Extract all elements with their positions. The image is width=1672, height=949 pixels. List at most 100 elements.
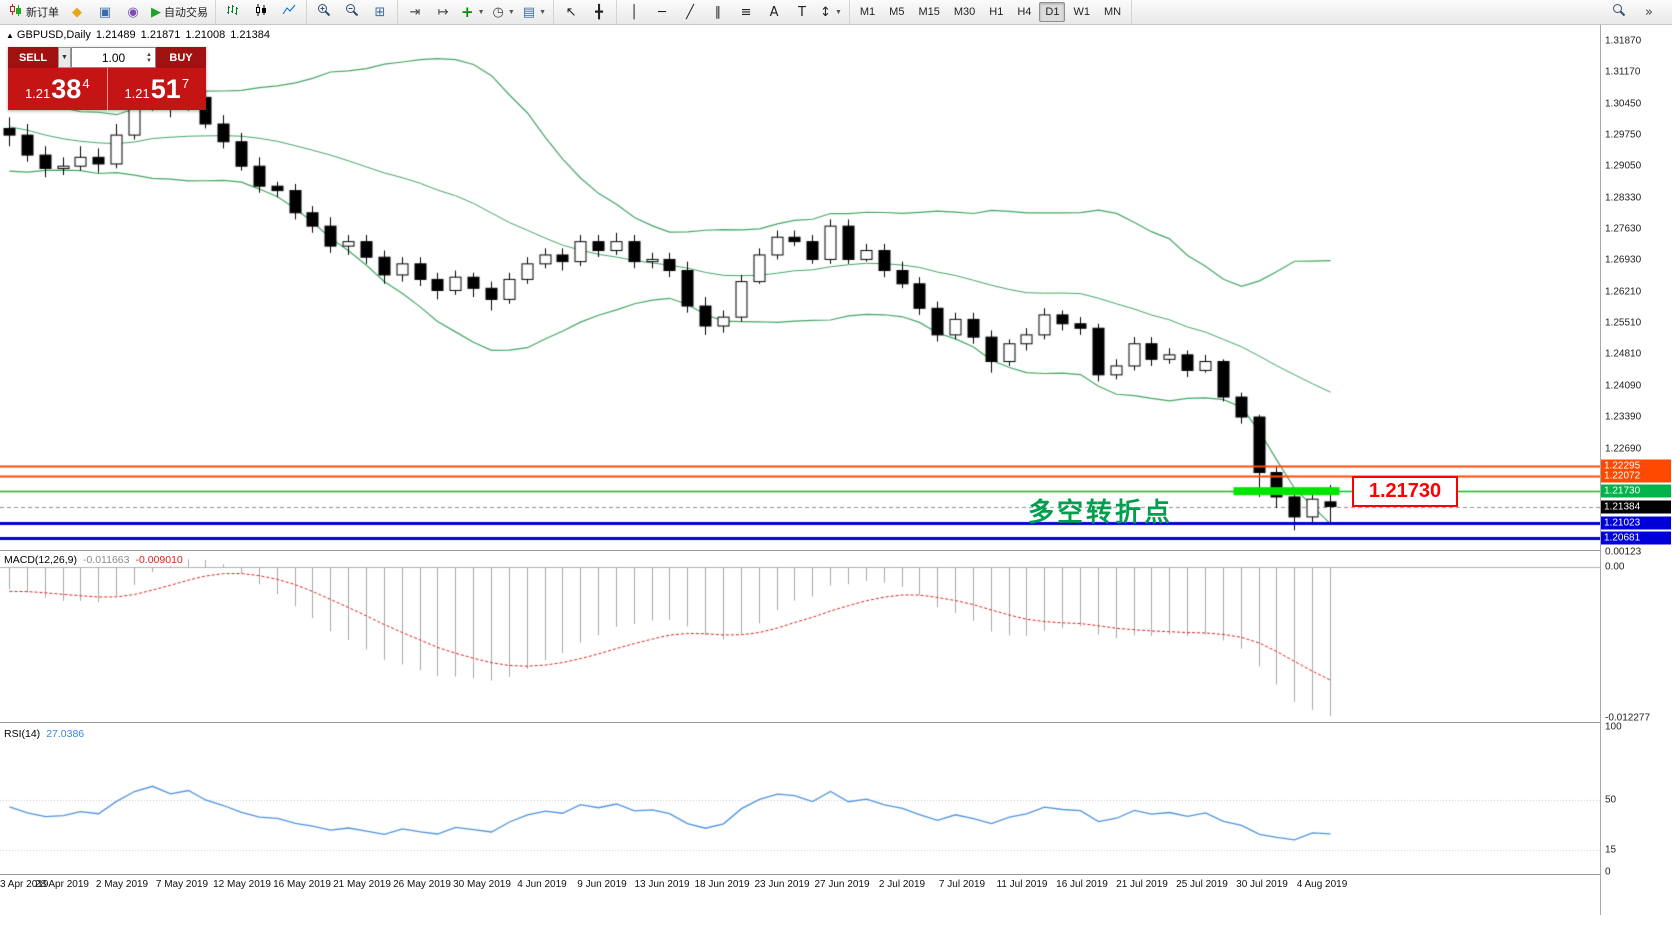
- zoom-group: ⊞: [307, 0, 398, 24]
- date-label: 16 May 2019: [273, 879, 331, 890]
- macd-name: MACD(12,26,9): [4, 554, 77, 566]
- fibonacci-icon: ≡: [740, 4, 752, 20]
- zoomout-icon: [345, 3, 359, 22]
- macd-axis-label: 0.00123: [1605, 546, 1642, 558]
- zoom-in-button[interactable]: [311, 1, 337, 23]
- rsi-name: RSI(14): [4, 728, 41, 740]
- horizontal-line-icon: ─: [658, 4, 666, 20]
- autotrading-button[interactable]: ▶ 自动交易: [148, 1, 211, 23]
- timeframe-m1-button[interactable]: M1: [859, 6, 876, 18]
- trendline-button[interactable]: ╱: [677, 1, 703, 23]
- volume-value: 1.00: [101, 50, 126, 65]
- price-tag: 1.20681: [1601, 531, 1671, 545]
- bid-prefix: 1.21: [24, 86, 51, 101]
- pane-divider[interactable]: [0, 550, 1672, 551]
- search-button[interactable]: [1606, 1, 1632, 23]
- collapse-icon[interactable]: ▲: [6, 31, 14, 40]
- vertical-line-button[interactable]: │: [621, 1, 647, 23]
- price-tick-label: 1.23390: [1605, 411, 1642, 423]
- date-label: 11 Jul 2019: [996, 879, 1048, 890]
- templates-icon: ▤: [522, 4, 536, 20]
- volume-dropdown-icon[interactable]: ▼: [58, 47, 71, 68]
- price-tag: 1.21384: [1601, 500, 1671, 514]
- timeframe-group: M1 M5 M15 M30 H1 H4 D1 W1 MN: [850, 0, 1133, 24]
- horizontal-line-button[interactable]: ─: [649, 1, 675, 23]
- auto-scroll-button[interactable]: ⇥: [402, 1, 428, 23]
- sell-price-display[interactable]: 1.21 38 4: [8, 68, 107, 110]
- line-chart-button[interactable]: [276, 1, 302, 23]
- price-tick-label: 1.26210: [1605, 286, 1642, 298]
- candles-icon: [254, 3, 268, 22]
- turning-point-annotation: 多空转折点: [1028, 497, 1174, 527]
- autotrading-icon: ▶: [151, 4, 161, 20]
- more-button[interactable]: »: [1636, 1, 1662, 23]
- periods-icon: ◷: [492, 4, 504, 20]
- chart-canvas[interactable]: [0, 25, 1600, 893]
- text-icon: A: [769, 4, 779, 20]
- buy-button[interactable]: BUY: [156, 47, 206, 68]
- templates-button[interactable]: ▤ ▼: [520, 1, 549, 23]
- price-tag: 1.22072: [1601, 469, 1671, 483]
- zoom-out-button[interactable]: [339, 1, 365, 23]
- date-label: 21 May 2019: [333, 879, 391, 890]
- date-label: 18 Jun 2019: [694, 879, 750, 890]
- timeframe-d1-button[interactable]: D1: [1039, 2, 1066, 22]
- fibonacci-button[interactable]: ≡: [733, 1, 759, 23]
- timeframe-w1-button[interactable]: W1: [1073, 6, 1090, 18]
- time-axis[interactable]: 3 Apr 2019 28 Apr 2019 2 May 2019 7 May 201…: [0, 879, 1600, 894]
- navigator-button[interactable]: ◉: [120, 1, 146, 23]
- date-label: 16 Jul 2019: [1056, 879, 1108, 890]
- chevron-down-icon[interactable]: ▼: [477, 8, 485, 16]
- cursor-button[interactable]: ↖: [558, 1, 584, 23]
- pane-divider[interactable]: [0, 722, 1672, 723]
- one-click-trading-panel: SELL ▼ 1.00 ▲ ▼ BUY 1.21 38 4 1.21 51 7: [8, 47, 206, 110]
- chevron-down-icon[interactable]: ▼: [834, 8, 842, 16]
- timeframe-h4-button[interactable]: H4: [1017, 6, 1032, 18]
- navigator-icon: ◉: [127, 4, 139, 20]
- timeframe-mn-button[interactable]: MN: [1103, 6, 1122, 18]
- periods-button[interactable]: ◷ ▼: [490, 1, 518, 23]
- arrows-button[interactable]: ↕ ▼: [817, 1, 845, 23]
- date-label: 30 May 2019: [453, 879, 511, 890]
- crosshair-button[interactable]: ╋: [586, 1, 612, 23]
- date-label: 2 May 2019: [95, 879, 149, 890]
- price-level-box: 1.21730: [1352, 476, 1458, 507]
- label-icon: T: [798, 4, 806, 20]
- text-button[interactable]: A: [761, 1, 787, 23]
- timeframe-h1-button[interactable]: H1: [989, 6, 1004, 18]
- indicators-button[interactable]: + ▼: [458, 1, 488, 23]
- timeframe-m30-button[interactable]: M30: [953, 6, 976, 18]
- charts-window-button[interactable]: ▣: [92, 1, 118, 23]
- timeframe-m15-button[interactable]: M15: [918, 6, 940, 18]
- buy-price-display[interactable]: 1.21 51 7: [106, 68, 207, 110]
- price-tick-label: 1.31170: [1605, 66, 1641, 78]
- pane-divider: [0, 874, 1672, 875]
- macd-label: MACD(12,26,9) -0.011663 -0.009010: [4, 554, 183, 566]
- scroll-group: ⇥ ↦ + ▼ ◷ ▼ ▤ ▼: [398, 0, 555, 24]
- volume-spinner[interactable]: ▲ ▼: [146, 51, 152, 64]
- timeframe-m5-button[interactable]: M5: [889, 6, 905, 18]
- chevron-down-icon[interactable]: ▼: [539, 8, 547, 16]
- symbol-name: GBPUSD,Daily: [16, 29, 91, 41]
- chevron-down-icon[interactable]: ▼: [507, 8, 515, 16]
- label-button[interactable]: T: [789, 1, 815, 23]
- macd-value: -0.011663: [82, 554, 130, 566]
- bar-chart-button[interactable]: [220, 1, 246, 23]
- sell-button[interactable]: SELL: [8, 47, 58, 68]
- new-order-button[interactable]: 新订单: [6, 1, 62, 23]
- channel-button[interactable]: ∥: [705, 1, 731, 23]
- date-label: 26 May 2019: [393, 879, 451, 890]
- arrows-icon: ↕: [820, 4, 831, 20]
- volume-input[interactable]: 1.00 ▲ ▼: [71, 47, 156, 68]
- date-label: 3 Apr 2019: [0, 879, 49, 890]
- chart-shift-button[interactable]: ↦: [430, 1, 456, 23]
- tile-windows-button[interactable]: ⊞: [367, 1, 393, 23]
- price-tag: 1.21023: [1601, 516, 1671, 530]
- metaeditor-button[interactable]: ◆: [64, 1, 90, 23]
- chart-shift-icon: ↦: [437, 4, 449, 20]
- date-label: 9 Jun 2019: [577, 879, 627, 890]
- candlestick-chart-button[interactable]: [248, 1, 274, 23]
- price-axis[interactable]: 1.31870 1.31170 1.30450 1.29750 1.29050 1.283…: [1600, 25, 1672, 915]
- price-tick-label: 1.31870: [1605, 35, 1642, 47]
- bid-pipette: 4: [82, 75, 90, 91]
